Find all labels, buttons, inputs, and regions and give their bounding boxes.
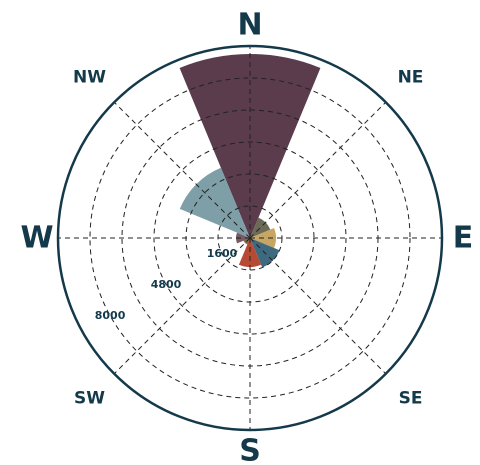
- direction-label: SE: [399, 389, 423, 409]
- direction-label: NE: [398, 67, 424, 87]
- radial-tick-label: 4800: [151, 278, 182, 291]
- grid-circle: [153, 141, 347, 335]
- grid-spoke: [113, 237, 251, 375]
- sector-bar: [238, 238, 262, 268]
- grid-spoke: [113, 101, 251, 239]
- grid-spoke: [249, 237, 387, 375]
- direction-label: SW: [74, 389, 105, 409]
- sector-bar: [236, 232, 250, 244]
- direction-label: NW: [73, 67, 106, 87]
- direction-label: E: [453, 221, 474, 256]
- radial-tick-label: 8000: [95, 309, 126, 322]
- direction-label: N: [237, 8, 262, 43]
- direction-label: W: [20, 221, 53, 256]
- direction-label: S: [239, 434, 261, 465]
- radial-tick-label: 1600: [207, 247, 238, 260]
- grid-circle: [89, 77, 411, 399]
- outer-ring: [56, 44, 444, 432]
- grid-spoke: [249, 101, 387, 239]
